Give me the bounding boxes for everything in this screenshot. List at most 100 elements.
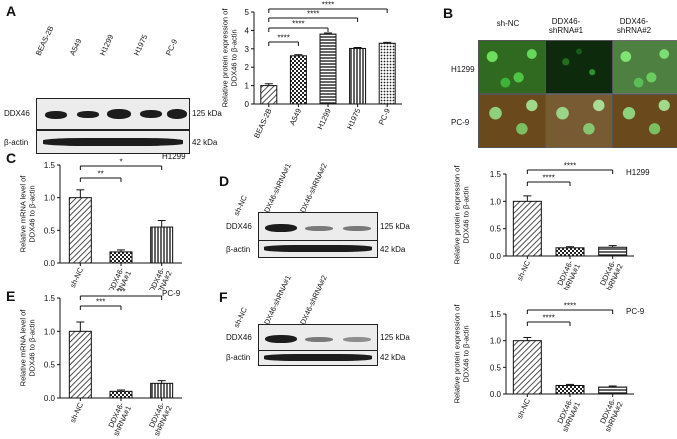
sig-label: **** (542, 314, 554, 323)
blot-band (264, 354, 372, 361)
x-tick-label: A549 (288, 107, 304, 127)
y-axis-label-line: Relative protein expression of (453, 304, 462, 404)
y-tick-label: 1.0 (44, 327, 56, 336)
lane-label: sh-NC (231, 305, 249, 329)
y-tick-label: 1.5 (490, 170, 502, 179)
sig-label: **** (542, 174, 554, 183)
x-tick-label: H1299 (315, 107, 333, 131)
blot-row-label: DDX46 (226, 222, 252, 231)
y-axis-label-line: DDX46 to β-actin (28, 319, 37, 376)
blot-strip-actin (36, 130, 190, 154)
sig-label: **** (307, 10, 319, 19)
x-tick-label: DDX46-shRNA#2 (596, 397, 625, 434)
bar (598, 246, 628, 257)
micrograph-pc9-shrna1 (545, 94, 613, 148)
y-axis-label: Relative mRNA level ofDDX46 to β-actin (19, 309, 37, 387)
y-axis-label-line: DDX46 to β-actin (462, 325, 471, 382)
sig-label: **** (277, 34, 289, 43)
panel-letter-b: B (443, 5, 454, 21)
y-axis-label-line: Relative protein expression of (453, 165, 462, 265)
sig-label: ** (98, 170, 104, 179)
lane-label: DDX46-shRNA#2 (295, 161, 329, 219)
micrograph-h1299-shrna2 (612, 40, 677, 94)
bar (512, 340, 542, 395)
y-tick-label: 1.5 (490, 310, 502, 319)
y-tick-label: 0 (245, 100, 250, 109)
micrograph-h1299-shrna1 (545, 40, 613, 94)
y-axis-label: Relative mRNA level ofDDX46 to β-actin (19, 175, 37, 253)
blot-strip-ddx46 (36, 98, 190, 130)
x-tick-label: BEAS-2B (252, 107, 274, 140)
y-axis-label-line: Relative protein expression of (221, 8, 230, 108)
blot-band (167, 109, 187, 119)
y-axis-label: Relative protein expression ofDDX46 to β… (221, 8, 239, 108)
x-tick-label: DDX46-shRNA#2 (596, 259, 625, 290)
x-tick-label-line: sh-NC (68, 266, 85, 290)
bar (512, 200, 542, 257)
x-tick-label-line: A549 (288, 107, 304, 127)
x-tick-label-line: sh-NC (515, 397, 532, 421)
lane-label: H1975 (131, 33, 150, 57)
chart-title: PC-9 (626, 307, 645, 316)
x-tick-label: DDX46-shRNA#1 (104, 266, 133, 290)
kda-label: 125 kDa (380, 333, 410, 342)
blot-band (305, 337, 333, 342)
micrograph-row-label: H1299 (451, 65, 475, 74)
y-axis-label-line: Relative mRNA level of (19, 175, 28, 253)
micrograph-col-label: sh-NC (496, 19, 520, 28)
chart-title: H1299 (162, 152, 186, 161)
y-tick-label: 0.5 (44, 361, 56, 370)
bar (319, 33, 337, 105)
panel-letter-a: A (6, 3, 17, 19)
bar-chart-a: 0 1 2 3 4 5 Relative protein expression ofDDX4… (221, 1, 402, 140)
kda-label: 42 kDa (380, 245, 406, 254)
blot-row-label: DDX46 (226, 333, 252, 342)
blot-strip-ddx46 (258, 212, 378, 242)
blot-band (343, 337, 371, 342)
blot-strip-actin (258, 240, 378, 258)
lane-label: DDX46-shRNA#1 (259, 273, 293, 331)
x-tick-label: DDX46-shRNA#2 (145, 266, 174, 290)
x-tick-label: DDX46-shRNA#1 (104, 401, 133, 438)
bar (68, 330, 92, 399)
y-tick-label: 1.5 (44, 294, 56, 303)
x-tick-label-line: H1299 (315, 107, 333, 131)
blot-row-label: β-actin (226, 245, 251, 254)
bar (555, 247, 585, 257)
chart-title: PC-9 (162, 289, 181, 298)
sig-label: **** (564, 302, 576, 311)
bar (68, 197, 92, 264)
sig-label: * (119, 158, 122, 167)
blot-band (107, 109, 131, 119)
y-tick-label: 1.0 (490, 337, 502, 346)
y-axis-label-line: DDX46 to β-actin (230, 29, 239, 86)
micrograph-col-label: DDX46- shRNA#1 (548, 17, 584, 35)
y-tick-label: 0.0 (490, 252, 502, 261)
lane-label: sh-NC (231, 193, 249, 217)
y-axis-label-line: Relative mRNA level of (19, 309, 28, 387)
chart-title: H1299 (626, 168, 650, 177)
blot-band (265, 224, 297, 232)
y-tick-label: 4 (245, 26, 250, 35)
x-tick-label-line: sh-NC (515, 259, 532, 283)
y-tick-label: 1.0 (44, 194, 56, 203)
x-tick-label-line: PC-9 (377, 107, 392, 126)
bar (109, 251, 133, 264)
x-tick-label: PC-9 (377, 107, 392, 126)
x-tick-label: DDX46-shRNA#2 (145, 401, 174, 438)
sig-label: *** (96, 298, 105, 307)
y-tick-label: 1.0 (490, 197, 502, 206)
lane-label: DDX46-shRNA#1 (259, 161, 293, 219)
blot-row-label: β-actin (4, 138, 29, 147)
panel-letter-d: D (219, 173, 230, 189)
blot-band (265, 335, 297, 343)
y-axis-label: Relative protein expression ofDDX46 to β… (453, 304, 471, 404)
y-tick-label: 5 (245, 8, 250, 17)
blot-band (140, 110, 162, 118)
y-tick-label: 3 (245, 45, 250, 54)
blot-strip-actin (258, 350, 378, 366)
micrograph-pc9-shnc (478, 94, 546, 148)
bar (260, 85, 278, 105)
x-tick-label: DDX46-shRNA#1 (553, 259, 582, 290)
bar-chart-c: 0.0 0.5 1.0 1.5 Relative mRNA level ofDDX46 … (19, 152, 187, 290)
